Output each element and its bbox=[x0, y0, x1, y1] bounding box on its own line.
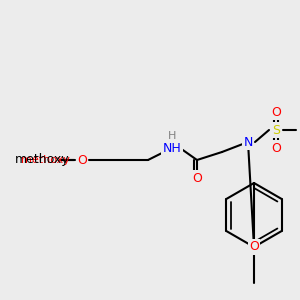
Text: O: O bbox=[249, 241, 259, 254]
Text: N: N bbox=[243, 136, 253, 148]
Text: O: O bbox=[271, 106, 281, 118]
Text: H: H bbox=[168, 131, 176, 141]
Text: methoxy: methoxy bbox=[21, 155, 69, 165]
Text: methoxy: methoxy bbox=[15, 154, 69, 166]
Text: S: S bbox=[272, 124, 280, 136]
Text: O: O bbox=[192, 172, 202, 184]
Text: O: O bbox=[77, 154, 87, 166]
Text: O: O bbox=[271, 142, 281, 154]
Text: NH: NH bbox=[163, 142, 182, 154]
